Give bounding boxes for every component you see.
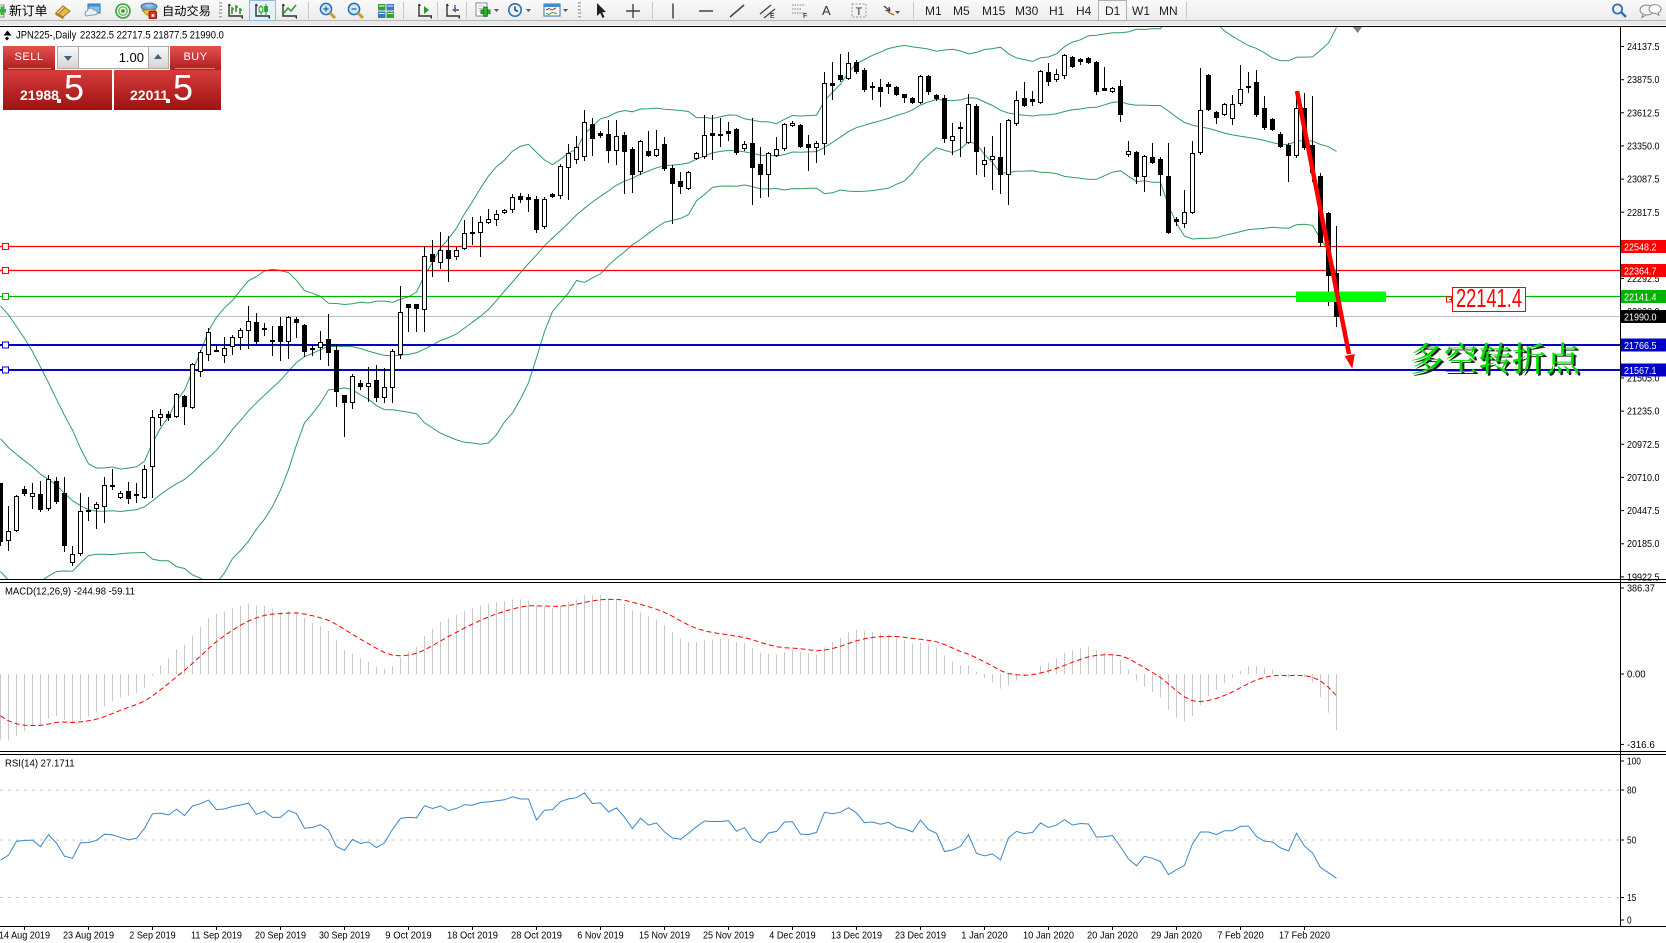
svg-text:20 Sep 2019: 20 Sep 2019 — [255, 930, 306, 942]
svg-text:0.00: 0.00 — [1627, 669, 1646, 681]
svg-text:JPN225-,Daily: JPN225-,Daily — [16, 30, 77, 42]
svg-text:23 Aug 2019: 23 Aug 2019 — [63, 930, 114, 942]
svg-text:23612.5: 23612.5 — [1627, 107, 1660, 119]
svg-text:50: 50 — [1627, 835, 1636, 847]
svg-text:0: 0 — [1627, 915, 1632, 927]
svg-text:30 Sep 2019: 30 Sep 2019 — [319, 930, 370, 942]
svg-text:24137.5: 24137.5 — [1627, 41, 1660, 53]
svg-text:23087.5: 23087.5 — [1627, 174, 1660, 186]
svg-text:9 Oct 2019: 9 Oct 2019 — [385, 930, 432, 942]
svg-text:80: 80 — [1627, 785, 1636, 797]
svg-text:20 Jan 2020: 20 Jan 2020 — [1087, 930, 1138, 942]
svg-text:E: E — [770, 13, 775, 20]
svg-text:20447.5: 20447.5 — [1627, 505, 1660, 517]
svg-text:22548.2: 22548.2 — [1624, 242, 1657, 254]
svg-text:22817.5: 22817.5 — [1627, 207, 1660, 219]
svg-text:7 Feb 2020: 7 Feb 2020 — [1217, 930, 1264, 942]
svg-text:20710.0: 20710.0 — [1627, 472, 1660, 484]
svg-text:23875.0: 23875.0 — [1627, 74, 1660, 86]
svg-text:4 Dec 2019: 4 Dec 2019 — [769, 930, 816, 942]
svg-text:2 Sep 2019: 2 Sep 2019 — [129, 930, 176, 942]
svg-text:21567.1: 21567.1 — [1624, 365, 1657, 377]
svg-text:14 Aug 2019: 14 Aug 2019 — [0, 930, 50, 942]
svg-text:28 Oct 2019: 28 Oct 2019 — [511, 930, 562, 942]
svg-text:29 Jan 2020: 29 Jan 2020 — [1151, 930, 1202, 942]
svg-text:17 Feb 2020: 17 Feb 2020 — [1279, 930, 1330, 942]
svg-text:11 Sep 2019: 11 Sep 2019 — [191, 930, 242, 942]
svg-text:20185.0: 20185.0 — [1627, 538, 1660, 550]
svg-text:MACD(12,26,9) -244.98 -59.11: MACD(12,26,9) -244.98 -59.11 — [5, 586, 135, 598]
svg-text:15 Nov 2019: 15 Nov 2019 — [639, 930, 690, 942]
svg-text:15: 15 — [1627, 892, 1636, 904]
svg-text:-316.6: -316.6 — [1627, 739, 1655, 751]
svg-text:23 Dec 2019: 23 Dec 2019 — [895, 930, 946, 942]
svg-text:22364.7: 22364.7 — [1624, 266, 1657, 278]
svg-text:1 Jan 2020: 1 Jan 2020 — [961, 930, 1008, 942]
svg-text:19922.5: 19922.5 — [1627, 571, 1660, 583]
svg-text:25 Nov 2019: 25 Nov 2019 — [703, 930, 754, 942]
svg-text:13 Dec 2019: 13 Dec 2019 — [831, 930, 882, 942]
svg-text:21990.0: 21990.0 — [1624, 312, 1657, 324]
svg-text:10 Jan 2020: 10 Jan 2020 — [1023, 930, 1074, 942]
svg-text:F: F — [803, 13, 807, 20]
svg-text:18 Oct 2019: 18 Oct 2019 — [447, 930, 498, 942]
svg-text:386.37: 386.37 — [1627, 583, 1655, 595]
svg-text:22141.4: 22141.4 — [1624, 292, 1657, 304]
svg-text:RSI(14) 27.1711: RSI(14) 27.1711 — [5, 758, 75, 770]
svg-text:T: T — [856, 6, 863, 18]
svg-text:20972.5: 20972.5 — [1627, 439, 1660, 451]
svg-text:6 Nov 2019: 6 Nov 2019 — [577, 930, 624, 942]
svg-text:22322.5 22717.5 21877.5 21990.: 22322.5 22717.5 21877.5 21990.0 — [80, 30, 224, 42]
svg-text:23350.0: 23350.0 — [1627, 140, 1660, 152]
svg-text:22141.4: 22141.4 — [1456, 283, 1522, 313]
svg-text:100: 100 — [1627, 756, 1641, 768]
svg-text:21235.0: 21235.0 — [1627, 406, 1660, 418]
svg-text:21766.5: 21766.5 — [1624, 340, 1657, 352]
